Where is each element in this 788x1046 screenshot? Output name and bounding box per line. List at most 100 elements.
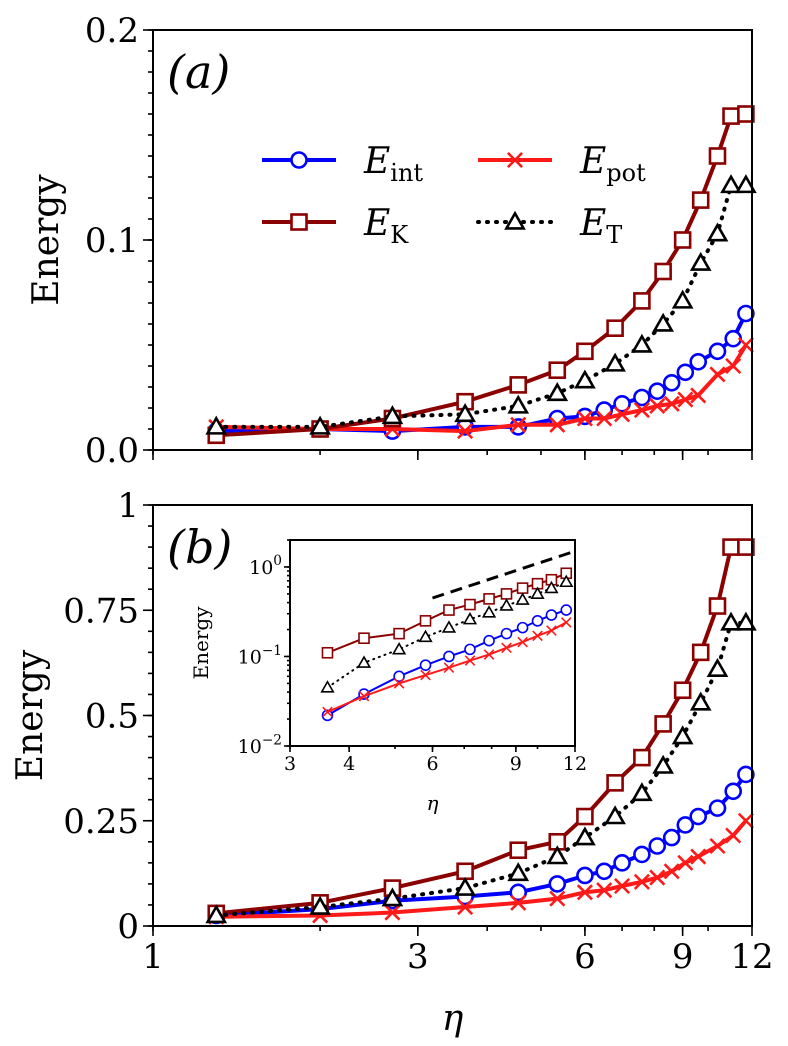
data-point: [576, 342, 594, 361]
data-point: [321, 709, 334, 722]
y-axis-label: Energy: [26, 174, 67, 306]
data-point: [671, 725, 694, 745]
data-point: [443, 604, 455, 616]
series-et: [205, 611, 757, 924]
y-tick-label: 100: [249, 553, 282, 579]
data-point: [509, 841, 528, 860]
data-point: [724, 782, 743, 801]
data-point: [483, 649, 495, 660]
data-point: [671, 289, 694, 309]
data-point: [517, 636, 528, 648]
data-point: [722, 107, 740, 125]
x-tick-label: 1: [142, 937, 164, 977]
data-point: [735, 611, 757, 631]
y-tick-label: 0.25: [63, 802, 139, 842]
x-tick-label: 9: [672, 937, 694, 977]
x-tick-label: 4: [343, 753, 355, 775]
data-point: [500, 588, 513, 600]
data-point: [614, 406, 631, 423]
legend-label: ET: [579, 203, 622, 249]
series-et: [205, 174, 757, 435]
reference-line: [432, 549, 576, 600]
y-tick-exponent: 0: [273, 553, 282, 569]
y-axis-label: Energy: [189, 606, 213, 680]
data-point: [725, 827, 742, 844]
legend-name: E: [579, 203, 606, 244]
data-point: [633, 292, 651, 310]
data-point: [691, 643, 710, 662]
data-point: [689, 251, 712, 271]
data-point: [613, 394, 631, 413]
data-point: [631, 333, 653, 353]
data-point: [205, 904, 228, 924]
data-point: [689, 807, 708, 826]
data-point: [596, 410, 613, 427]
data-point: [735, 174, 757, 194]
data-point: [737, 812, 754, 829]
data-point: [358, 632, 370, 645]
data-point: [462, 611, 478, 625]
data-point: [509, 883, 528, 902]
data-point: [649, 869, 666, 886]
data-point: [384, 904, 401, 921]
data-point: [464, 655, 476, 666]
y-tick-exponent: −2: [262, 732, 282, 748]
legend-label: EK: [363, 203, 409, 249]
data-point: [633, 748, 651, 767]
data-point: [663, 395, 680, 412]
data-point: [676, 816, 695, 834]
data-point: [560, 617, 572, 628]
data-point: [606, 319, 624, 338]
data-point: [419, 659, 432, 671]
data-point: [381, 887, 404, 907]
data-point: [689, 691, 712, 711]
data-point: [648, 382, 667, 401]
data-point: [690, 848, 707, 865]
data-point: [708, 342, 727, 361]
data-point: [737, 538, 755, 556]
data-point: [457, 423, 474, 440]
data-point: [507, 862, 530, 882]
y-tick-label: 10−1: [238, 643, 282, 669]
data-point: [614, 877, 631, 895]
data-point: [454, 876, 476, 896]
data-point: [662, 373, 681, 392]
data-point: [559, 574, 574, 588]
data-point: [530, 586, 545, 600]
data-point: [604, 805, 626, 825]
series-epot: [322, 617, 572, 718]
data-point: [509, 376, 528, 394]
data-point: [549, 416, 566, 433]
data-point: [358, 690, 370, 702]
data-point: [676, 363, 695, 382]
data-point: [709, 837, 726, 855]
x-tick-label: 3: [407, 937, 429, 977]
data-point: [464, 598, 476, 611]
data-point: [708, 799, 727, 817]
data-point: [633, 388, 651, 407]
data-point: [691, 191, 710, 209]
panel-label: (b): [167, 520, 232, 574]
panel-label: (a): [167, 45, 230, 99]
data-point: [393, 678, 405, 689]
data-point: [454, 403, 476, 423]
data-point: [606, 774, 624, 792]
data-point: [420, 669, 431, 681]
y-tick-label: 0: [117, 907, 139, 947]
series-ek: [207, 538, 755, 923]
x-tick-label: 12: [730, 937, 773, 977]
y-tick-label: 1: [117, 486, 139, 526]
y-tick-base: 10: [238, 646, 262, 668]
data-point: [456, 862, 474, 881]
y-tick-label: 0.1: [85, 221, 139, 261]
data-point: [549, 890, 566, 907]
data-point: [443, 662, 455, 673]
data-point: [531, 615, 544, 627]
y-tick-label: 0.0: [85, 431, 139, 471]
legend-label: Eint: [363, 141, 423, 187]
x-axis-label: η: [442, 998, 464, 1039]
